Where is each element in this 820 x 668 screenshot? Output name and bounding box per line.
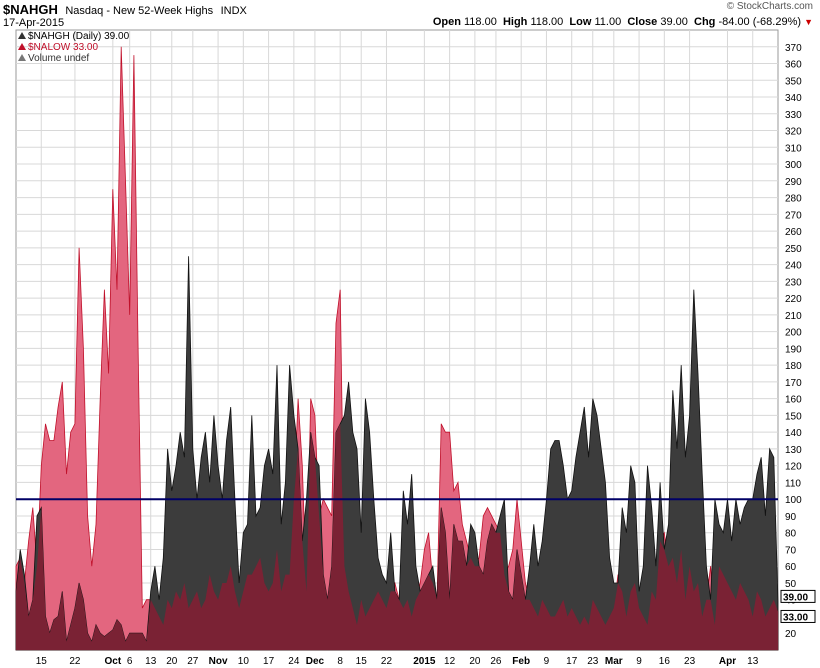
end-label-nahgh: 39.00 <box>780 589 816 603</box>
triangle-icon <box>18 32 26 39</box>
x-tick-label: 27 <box>187 656 199 667</box>
y-tick-label: 140 <box>785 428 802 439</box>
y-tick-label: 50 <box>785 579 797 590</box>
y-tick-label: 330 <box>785 110 802 121</box>
triangle-icon <box>18 43 26 50</box>
y-tick-label: 180 <box>785 361 802 372</box>
x-tick-label: Apr <box>719 656 736 667</box>
y-tick-label: 300 <box>785 160 802 171</box>
x-tick-label: 10 <box>238 656 250 667</box>
y-tick-label: 370 <box>785 43 802 54</box>
legend-item-volume: Volume undef <box>18 53 129 64</box>
chart-date: 17-Apr-2015 <box>3 17 65 29</box>
down-arrow-icon: ▼ <box>804 17 813 27</box>
y-tick-label: 210 <box>785 311 802 322</box>
open-label: Open <box>432 16 461 28</box>
x-tick-label: 9 <box>636 656 642 667</box>
high-label: High <box>502 16 528 28</box>
end-label-box <box>780 609 816 623</box>
x-tick-label: 12 <box>444 656 456 667</box>
triangle-icon <box>18 54 26 61</box>
x-tick-label: Feb <box>512 656 530 667</box>
low-label: Low <box>569 16 592 28</box>
y-tick-label: 100 <box>785 495 802 506</box>
y-tick-label: 230 <box>785 277 802 288</box>
end-label-box <box>780 589 816 603</box>
y-tick-label: 360 <box>785 60 802 71</box>
symbol-title: $NAHGH <box>3 2 58 17</box>
y-tick-label: 150 <box>785 411 802 422</box>
y-tick-label: 270 <box>785 210 802 221</box>
y-tick-label: 350 <box>785 76 802 87</box>
legend-item-highs: $NAHGH (Daily) 39.00 <box>18 31 129 42</box>
x-tick-label: 24 <box>288 656 300 667</box>
x-tick-label: 20 <box>469 656 481 667</box>
x-tick-label: 13 <box>145 656 157 667</box>
y-tick-label: 80 <box>785 529 797 540</box>
chg-label: Chg <box>694 16 716 28</box>
x-tick-label: Nov <box>209 656 228 667</box>
y-tick-label: 310 <box>785 143 802 154</box>
x-tick-label: 23 <box>587 656 599 667</box>
y-tick-label: 90 <box>785 512 797 523</box>
x-tick-label: 23 <box>684 656 696 667</box>
x-tick-label: 9 <box>544 656 550 667</box>
x-tick-label: 2015 <box>413 656 436 667</box>
open-value: 118.00 <box>464 16 497 28</box>
symbol-name: Nasdaq - New 52-Week Highs <box>65 5 214 17</box>
exchange-label: INDX <box>220 5 247 17</box>
y-tick-label: 110 <box>785 478 801 489</box>
x-tick-label: 17 <box>263 656 275 667</box>
x-tick-label: Oct <box>104 656 121 667</box>
y-tick-label: 220 <box>785 294 802 305</box>
x-tick-label: 15 <box>36 656 48 667</box>
y-tick-label: 120 <box>785 462 802 473</box>
y-tick-label: 340 <box>785 93 802 104</box>
y-tick-label: 290 <box>785 177 802 188</box>
x-tick-label: 15 <box>356 656 368 667</box>
y-tick-label: 190 <box>785 344 802 355</box>
close-value: 39.00 <box>660 16 688 28</box>
legend-item-lows: $NALOW 33.00 <box>18 42 129 53</box>
close-label: Close <box>627 16 658 28</box>
y-tick-label: 260 <box>785 227 802 238</box>
x-tick-label: Dec <box>306 656 325 667</box>
x-tick-label: 8 <box>337 656 343 667</box>
y-tick-label: 160 <box>785 395 802 406</box>
x-tick-label: 22 <box>381 656 393 667</box>
y-tick-label: 20 <box>785 629 797 640</box>
y-tick-label: 200 <box>785 328 802 339</box>
x-tick-label: 16 <box>659 656 671 667</box>
y-tick-label: 320 <box>785 127 802 138</box>
ohlc-readout: Open 118.00 High 118.00 Low 11.00 Close … <box>433 16 813 28</box>
y-tick-label: 240 <box>785 261 802 272</box>
x-tick-label: 26 <box>490 656 502 667</box>
chg-value: -84.00 (-68.29%) <box>718 16 802 28</box>
y-tick-label: 60 <box>785 562 797 573</box>
x-tick-label: 17 <box>566 656 578 667</box>
y-tick-label: 250 <box>785 244 802 255</box>
y-tick-label: 130 <box>785 445 802 456</box>
high-value: 118.00 <box>530 16 564 28</box>
low-value: 11.00 <box>594 16 622 28</box>
x-tick-label: 6 <box>127 656 133 667</box>
series-overlap-area <box>16 423 778 650</box>
brand-watermark[interactable]: © StockCharts.com <box>726 1 813 12</box>
x-tick-label: Mar <box>605 656 623 667</box>
y-tick-label: 280 <box>785 194 802 205</box>
end-label-nalow: 33.00 <box>780 609 816 623</box>
end-label-text: 39.00 <box>783 592 808 603</box>
x-tick-label: 22 <box>69 656 81 667</box>
y-tick-label: 170 <box>785 378 802 389</box>
legend: $NAHGH (Daily) 39.00 $NALOW 33.00 Volume… <box>18 31 129 64</box>
end-label-text: 33.00 <box>783 612 808 623</box>
x-tick-label: 20 <box>166 656 178 667</box>
chart-header: $NAHGH Nasdaq - New 52-Week Highs INDX 1… <box>3 1 815 31</box>
x-tick-label: 13 <box>747 656 759 667</box>
y-tick-label: 70 <box>785 545 797 556</box>
